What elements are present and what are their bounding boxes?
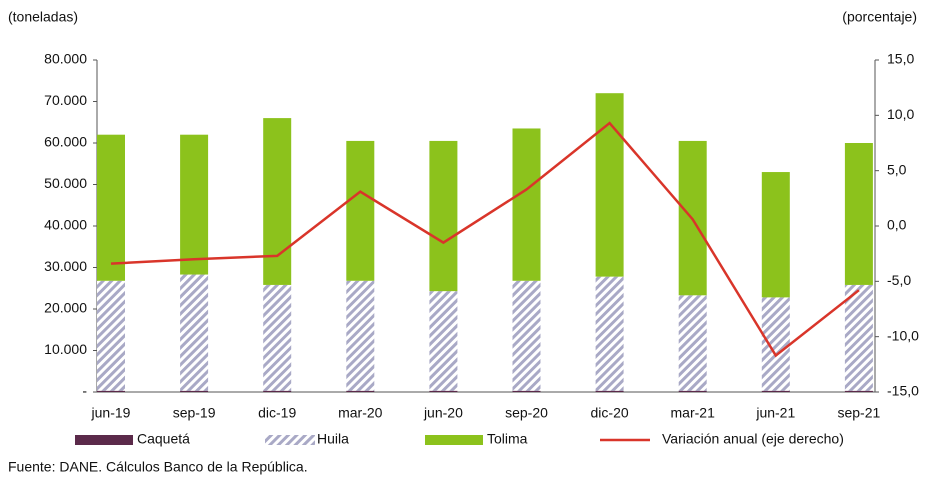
y2-axis-label: (porcentaje) [842,9,917,25]
bar [512,280,541,391]
y-tick-label: 10.000 [44,341,87,357]
bar [180,274,209,391]
bar [346,390,375,392]
x-tick-label: dic-20 [591,405,629,421]
bar [761,297,790,391]
y2-tick-label: 5,0 [887,161,907,177]
bar [263,390,292,392]
x-tick-label: jun-19 [91,405,131,421]
y-axis-label: (toneladas) [8,9,78,25]
bar [263,284,292,391]
bar [263,118,292,285]
bar [97,390,125,392]
y2-tick-label: -15,0 [887,383,919,399]
bar [97,280,125,391]
bar [512,128,541,281]
legend-swatch [75,435,133,445]
bar [844,284,873,391]
y2-tick-label: -10,0 [887,327,919,343]
bar [346,280,375,391]
y2-tick-label: 0,0 [887,217,907,233]
legend-label: Tolima [487,431,528,447]
y-tick-label: 80.000 [44,51,87,67]
y-tick-label: 60.000 [44,134,87,150]
bar [761,172,790,298]
bar [678,390,707,392]
bar [595,276,624,391]
y-tick-label: 30.000 [44,258,87,274]
bar [595,390,624,392]
legend-label: Huila [317,431,349,447]
legend-label: Caquetá [137,431,190,447]
bar [761,390,790,392]
bar [429,390,458,392]
x-tick-label: sep-20 [505,405,548,421]
legend-swatch [265,435,315,445]
x-tick-label: mar-21 [671,405,716,421]
legend-label: Variación anual (eje derecho) [662,431,844,447]
x-tick-label: jun-21 [755,405,795,421]
y-tick-label: 70.000 [44,92,87,108]
bar [97,134,125,281]
x-tick-label: jun-20 [423,405,463,421]
bar [429,291,458,391]
y-tick-label: 20.000 [44,300,87,316]
bar [678,295,707,391]
y2-tick-label: 15,0 [887,51,914,67]
x-tick-label: dic-19 [258,405,296,421]
source: Fuente: DANE. Cálculos Banco de la Repúb… [8,459,308,475]
bar [512,390,541,392]
y-tick-label: 50.000 [44,175,87,191]
y2-tick-label: 10,0 [887,106,914,122]
y-tick-label: - [82,383,87,399]
bar [844,390,873,392]
bar [595,93,624,277]
x-tick-label: sep-19 [173,405,216,421]
bar [180,134,209,275]
x-tick-label: sep-21 [837,405,880,421]
line [110,121,860,358]
y2-tick-label: -5,0 [887,272,911,288]
bar [844,143,873,285]
bar [346,140,375,281]
legend-swatch [425,435,483,445]
y-tick-label: 40.000 [44,217,87,233]
bar [429,140,458,292]
bar [180,390,209,392]
x-tick-label: mar-20 [338,405,383,421]
